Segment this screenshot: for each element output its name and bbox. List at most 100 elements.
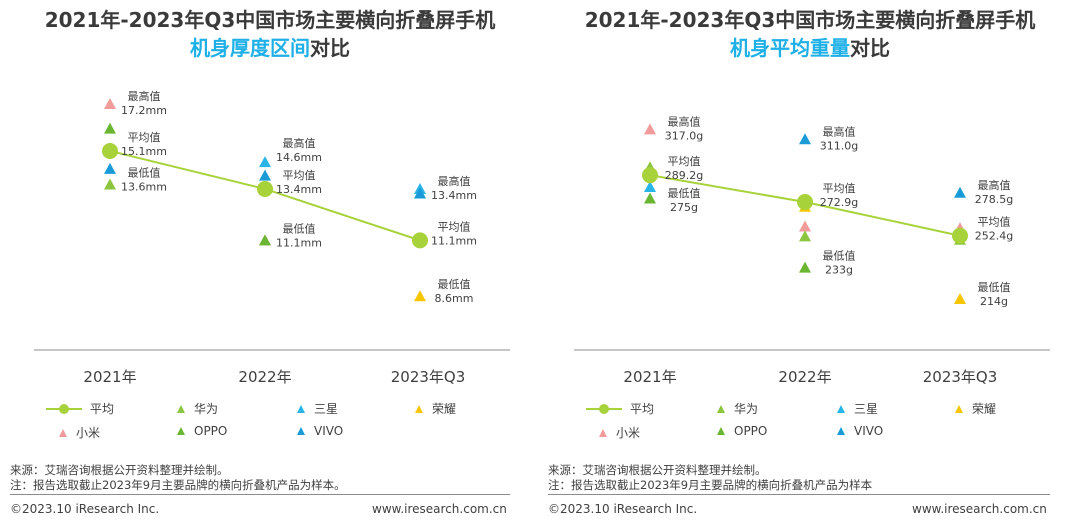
average-label-title: 平均值 bbox=[128, 131, 161, 144]
chart-title-highlight: 机身厚度区间 bbox=[190, 36, 310, 60]
point-huawei bbox=[104, 178, 116, 190]
legend-huawei-label: 华为 bbox=[734, 402, 759, 416]
max-label-title: 最高值 bbox=[128, 89, 161, 103]
weight-chart: 2021年 2022年 2023年Q3最高值317.0g平均值289.2g最低值27… bbox=[574, 114, 1050, 386]
footer-note: 注：报告选取截止2023年9月主要品牌的横向折叠机产品为样本。 bbox=[10, 478, 346, 492]
x-tick-label: 2022年 bbox=[238, 368, 291, 386]
average-label-title: 平均值 bbox=[438, 220, 471, 233]
point-vivo bbox=[104, 162, 116, 174]
point-huawei bbox=[799, 230, 811, 242]
average-point bbox=[257, 180, 273, 197]
max-label-title: 最高值 bbox=[823, 124, 856, 138]
chart-title-highlight: 机身平均重量 bbox=[730, 36, 850, 60]
min-label-title: 最低值 bbox=[438, 278, 471, 291]
point-oppo bbox=[259, 234, 271, 246]
footer-website[interactable]: www.iresearch.com.cn bbox=[372, 502, 507, 516]
chart-title-line2: 机身平均重量对比 bbox=[540, 34, 1080, 62]
average-label-value: 252.4g bbox=[975, 230, 1013, 243]
min-label-title: 最低值 bbox=[978, 281, 1011, 294]
max-label-value: 13.4mm bbox=[431, 189, 477, 202]
max-label-value: 317.0g bbox=[665, 129, 703, 142]
legend-honor-label: 荣耀 bbox=[432, 402, 457, 416]
max-label-value: 14.6mm bbox=[276, 151, 322, 164]
min-label-value: 8.6mm bbox=[435, 292, 474, 305]
average-point bbox=[797, 193, 813, 210]
legend-oppo-label: OPPO bbox=[194, 424, 228, 438]
legend-avg-marker bbox=[46, 403, 82, 414]
point-oppo bbox=[104, 122, 116, 134]
average-label-title: 平均值 bbox=[668, 155, 701, 168]
legend-samsung-marker bbox=[837, 404, 845, 413]
legend-avg: 平均 bbox=[586, 400, 654, 417]
legend-vivo-label: VIVO bbox=[854, 424, 884, 438]
legend-huawei: 华为 bbox=[716, 400, 758, 417]
point-xiaomi bbox=[799, 220, 811, 232]
max-label-value: 311.0g bbox=[820, 139, 858, 152]
max-label-value: 278.5g bbox=[975, 193, 1013, 206]
x-tick-label: 2023年Q3 bbox=[923, 368, 998, 386]
chart-title-line1: 2021年-2023年Q3中国市场主要横向折叠屏手机 bbox=[584, 8, 1036, 32]
point-oppo bbox=[644, 192, 656, 204]
legend-oppo-marker bbox=[177, 427, 185, 435]
min-label-value: 11.1mm bbox=[276, 236, 322, 249]
legend-avg-label: 平均 bbox=[630, 402, 655, 416]
legend-samsung-label: 三星 bbox=[854, 402, 879, 416]
legend-oppo-marker bbox=[717, 427, 725, 435]
legend-samsung-label: 三星 bbox=[314, 402, 339, 416]
legend-xiaomi-marker bbox=[59, 428, 67, 437]
footer-note: 注：报告选取截止2023年9月主要品牌的横向折叠机产品为样本 bbox=[548, 478, 873, 492]
point-vivo bbox=[259, 169, 271, 181]
average-point bbox=[102, 142, 118, 159]
max-label-value: 17.2mm bbox=[121, 104, 167, 117]
point-vivo bbox=[799, 133, 811, 145]
min-label-title: 最低值 bbox=[283, 222, 316, 235]
point-xiaomi bbox=[644, 123, 656, 135]
average-label-value: 13.4mm bbox=[276, 183, 322, 196]
point-honor bbox=[954, 292, 966, 304]
max-label-title: 最高值 bbox=[438, 174, 471, 188]
legend-xiaomi-label: 小米 bbox=[76, 426, 101, 440]
average-label-value: 11.1mm bbox=[431, 234, 477, 247]
average-point bbox=[952, 227, 968, 244]
chart-title-line2: 机身厚度区间对比 bbox=[0, 34, 540, 62]
chart-panel-thickness: 2021年-2023年Q3中国市场主要横向折叠屏手机 机身厚度区间对比 2021… bbox=[0, 8, 540, 516]
footer-source: 来源：艾瑞咨询根据公开资料整理并绘制。 bbox=[10, 463, 229, 477]
point-xiaomi bbox=[104, 98, 116, 110]
legend-samsung-marker bbox=[297, 404, 305, 413]
max-label-title: 最高值 bbox=[283, 136, 316, 150]
chart-panel-weight: 2021年-2023年Q3中国市场主要横向折叠屏手机 机身平均重量对比 2021… bbox=[540, 0, 1080, 525]
footer-divider bbox=[10, 494, 510, 495]
x-tick-label: 2021年 bbox=[83, 368, 136, 386]
chart-title-line1: 2021年-2023年Q3中国市场主要横向折叠屏手机 bbox=[44, 8, 496, 32]
legend-honor: 荣耀 bbox=[414, 400, 456, 417]
min-label-value: 233g bbox=[825, 264, 853, 277]
average-label-value: 272.9g bbox=[820, 196, 858, 209]
x-tick-label: 2022年 bbox=[778, 368, 831, 386]
legend-xiaomi: 小米 bbox=[58, 424, 100, 441]
legend-huawei-marker bbox=[177, 404, 185, 413]
legend-avg-marker bbox=[586, 403, 622, 414]
min-label-value: 13.6mm bbox=[121, 181, 167, 194]
legend-vivo: VIVO bbox=[296, 424, 343, 438]
legend-huawei-marker bbox=[717, 404, 725, 413]
legend-avg-label: 平均 bbox=[90, 402, 115, 416]
legend-oppo: OPPO bbox=[176, 424, 227, 438]
footer-website[interactable]: www.iresearch.com.cn bbox=[912, 502, 1047, 516]
legend-honor-label: 荣耀 bbox=[972, 402, 997, 416]
legend-honor-marker bbox=[415, 404, 423, 413]
min-label-title: 最低值 bbox=[668, 187, 701, 200]
point-honor bbox=[414, 290, 426, 302]
footer-divider bbox=[548, 494, 1050, 495]
